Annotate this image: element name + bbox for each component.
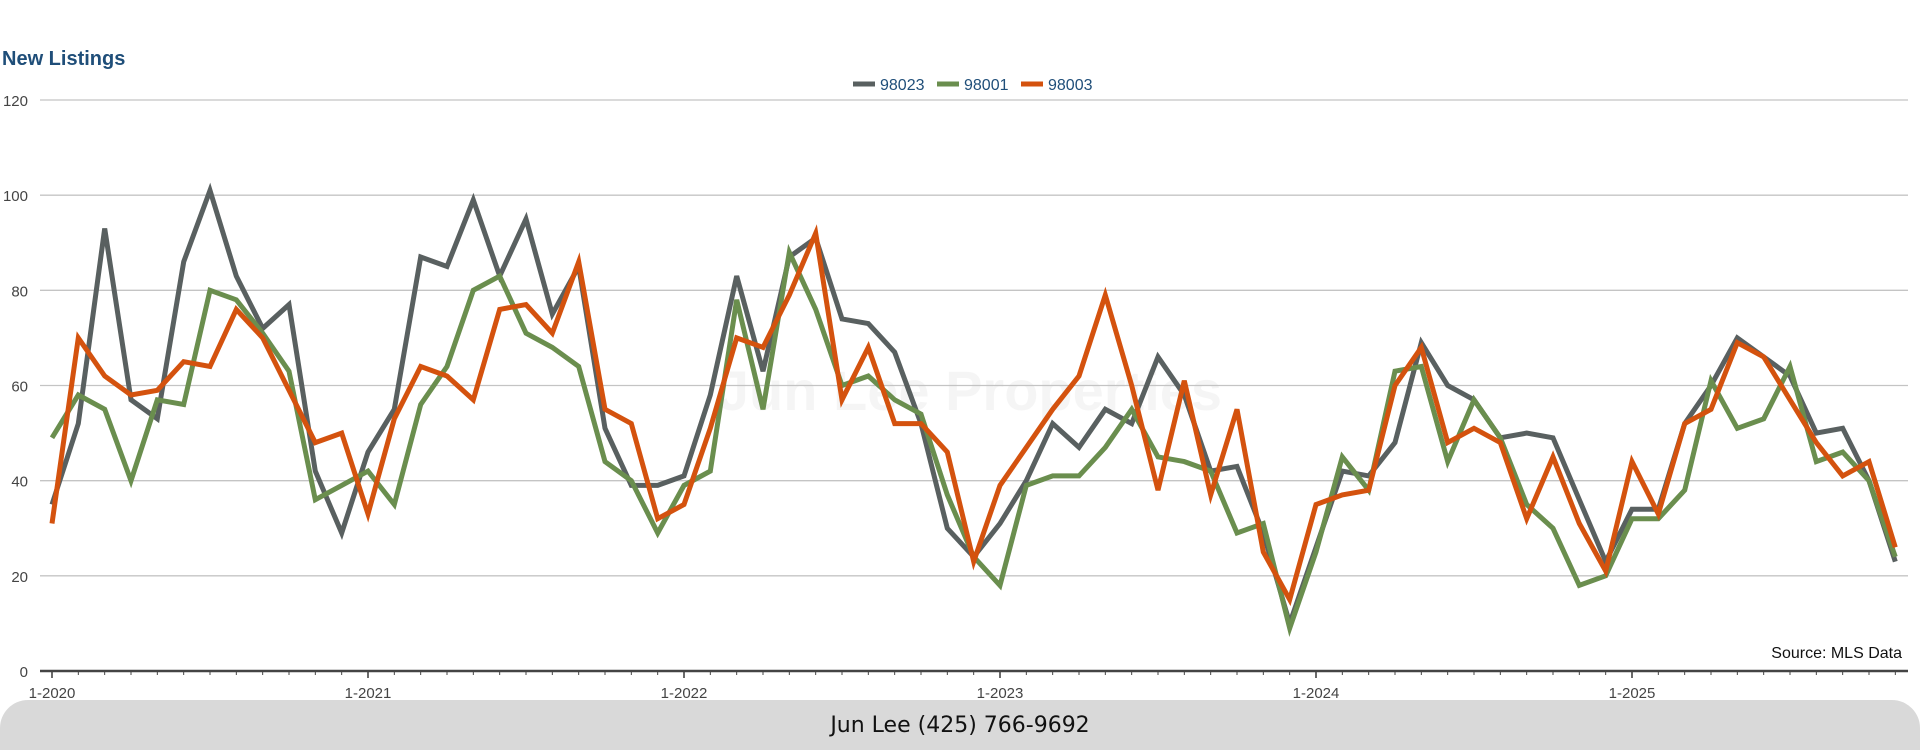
y-tick-label: 20 [11, 569, 28, 586]
y-tick-label: 80 [11, 283, 28, 300]
series-line-98003 [49, 224, 1898, 607]
legend-label: 98023 [880, 77, 925, 94]
footer-contact: Jun Lee (425) 766-9692 [830, 712, 1090, 738]
legend-label: 98003 [1048, 77, 1093, 94]
legend[interactable]: 98023 98001 98003 [853, 77, 1093, 94]
x-tick-label: 1-2022 [661, 685, 708, 700]
source-label: Source: MLS Data [1771, 645, 1902, 662]
y-tick-label: 40 [11, 474, 28, 491]
x-tick-label: 1-2025 [1609, 685, 1656, 700]
y-tick-label: 100 [3, 188, 28, 205]
x-tick-label: 1-2023 [977, 685, 1024, 700]
x-tick-label: 1-2021 [345, 685, 392, 700]
y-tick-label: 0 [20, 664, 28, 681]
x-axis: 1-2020 1-2021 1-2022 1-2023 1-2024 1-2025 [29, 669, 1908, 700]
series-lines [49, 182, 1898, 637]
legend-item-98023[interactable]: 98023 [853, 77, 925, 94]
y-tick-label: 120 [3, 93, 28, 110]
x-tick-label: 1-2020 [29, 685, 76, 700]
y-tick-label: 60 [11, 379, 28, 396]
chart-title: New Listings [2, 48, 125, 70]
gridlines [40, 99, 1908, 577]
legend-item-98001[interactable]: 98001 [937, 77, 1009, 94]
legend-label: 98001 [964, 77, 1009, 94]
x-tick-label: 1-2024 [1293, 685, 1340, 700]
legend-item-98003[interactable]: 98003 [1021, 77, 1093, 94]
footer-bar: Jun Lee (425) 766-9692 [0, 700, 1920, 750]
y-axis: 0 20 40 60 80 100 120 [3, 93, 28, 681]
